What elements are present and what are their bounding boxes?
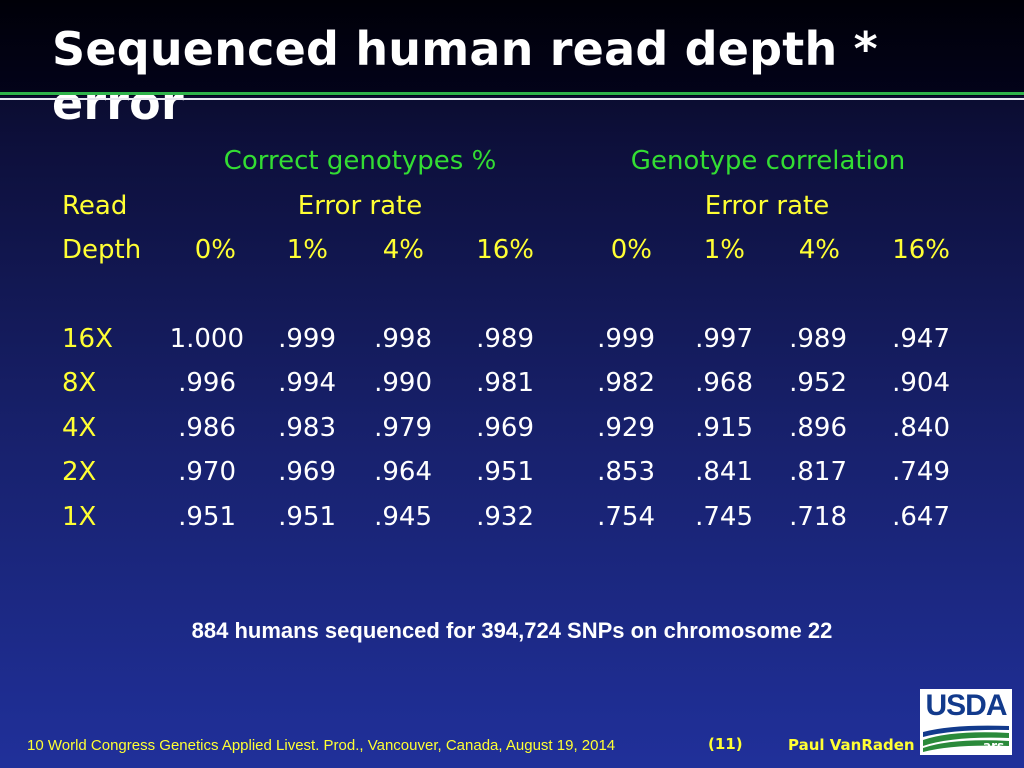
table-cell: .853 [597, 457, 655, 487]
table-cell: .915 [695, 413, 753, 443]
table-cell: .749 [892, 457, 950, 487]
table-cell: .647 [892, 502, 950, 532]
error-rate-label-left: Error rate [297, 191, 423, 221]
table-cell: .754 [597, 502, 655, 532]
column-header: 4% [798, 235, 840, 265]
table-cell: .990 [374, 368, 432, 398]
column-header: 0% [610, 235, 652, 265]
table-cell: .997 [695, 324, 753, 354]
slide-title: Sequenced human read depth * error [52, 22, 878, 130]
table-cell: .969 [278, 457, 336, 487]
table-cell: .951 [476, 457, 534, 487]
table-cell: .986 [178, 413, 236, 443]
usda-logo-icon: USDA ars [920, 689, 1012, 755]
table-cell: .964 [374, 457, 432, 487]
depth-label: 16X [62, 324, 113, 354]
usda-logo-text: USDA [925, 689, 1007, 722]
table-cell: .904 [892, 368, 950, 398]
author-name: Paul VanRaden [788, 736, 915, 754]
svg-text:ars: ars [983, 739, 1004, 752]
table-cell: .989 [789, 324, 847, 354]
table-cell: .970 [178, 457, 236, 487]
table-cell: .999 [597, 324, 655, 354]
usda-logo-field-icon: ars [923, 725, 1009, 752]
table-cell: .947 [892, 324, 950, 354]
table-cell: .718 [789, 502, 847, 532]
row-header-read: Read [62, 191, 128, 221]
table-cell: .817 [789, 457, 847, 487]
depth-label: 2X [62, 457, 97, 487]
table-cell: .952 [789, 368, 847, 398]
table-cell: .968 [695, 368, 753, 398]
column-header: 4% [382, 235, 424, 265]
table-cell: .951 [278, 502, 336, 532]
table-cell: .998 [374, 324, 432, 354]
conference-footer: 10 World Congress Genetics Applied Lives… [27, 737, 616, 754]
table-cell: .999 [278, 324, 336, 354]
title-bar: Sequenced human read depth * error [0, 0, 1024, 130]
column-header: 0% [194, 235, 236, 265]
depth-label: 8X [62, 368, 97, 398]
column-header: 16% [476, 235, 534, 265]
column-header: 1% [286, 235, 328, 265]
table-cell: .996 [178, 368, 236, 398]
table-cell: .983 [278, 413, 336, 443]
table-cell: .929 [597, 413, 655, 443]
group-header-genotype-correlation: Genotype correlation [630, 146, 906, 176]
table-cell: .945 [374, 502, 432, 532]
table-cell: .896 [789, 413, 847, 443]
depth-label: 4X [62, 413, 97, 443]
slide-number: (11) [708, 735, 743, 753]
table-cell: .994 [278, 368, 336, 398]
error-rate-label-right: Error rate [704, 191, 830, 221]
depth-label: 1X [62, 502, 97, 532]
table-cell: .979 [374, 413, 432, 443]
table-cell: .951 [178, 502, 236, 532]
table-cell: .981 [476, 368, 534, 398]
table-cell: .840 [892, 413, 950, 443]
table-cell: 1.000 [169, 324, 244, 354]
table-cell: .969 [476, 413, 534, 443]
footnote: 884 humans sequenced for 394,724 SNPs on… [191, 618, 833, 643]
table-cell: .982 [597, 368, 655, 398]
row-header-depth: Depth [62, 235, 142, 265]
table-cell: .932 [476, 502, 534, 532]
group-header-correct-genotypes: Correct genotypes % [223, 146, 497, 176]
title-divider-white [0, 98, 1024, 100]
table-cell: .745 [695, 502, 753, 532]
title-divider-green [0, 92, 1024, 95]
column-header: 1% [703, 235, 745, 265]
table-cell: .989 [476, 324, 534, 354]
column-header: 16% [892, 235, 950, 265]
table-cell: .841 [695, 457, 753, 487]
